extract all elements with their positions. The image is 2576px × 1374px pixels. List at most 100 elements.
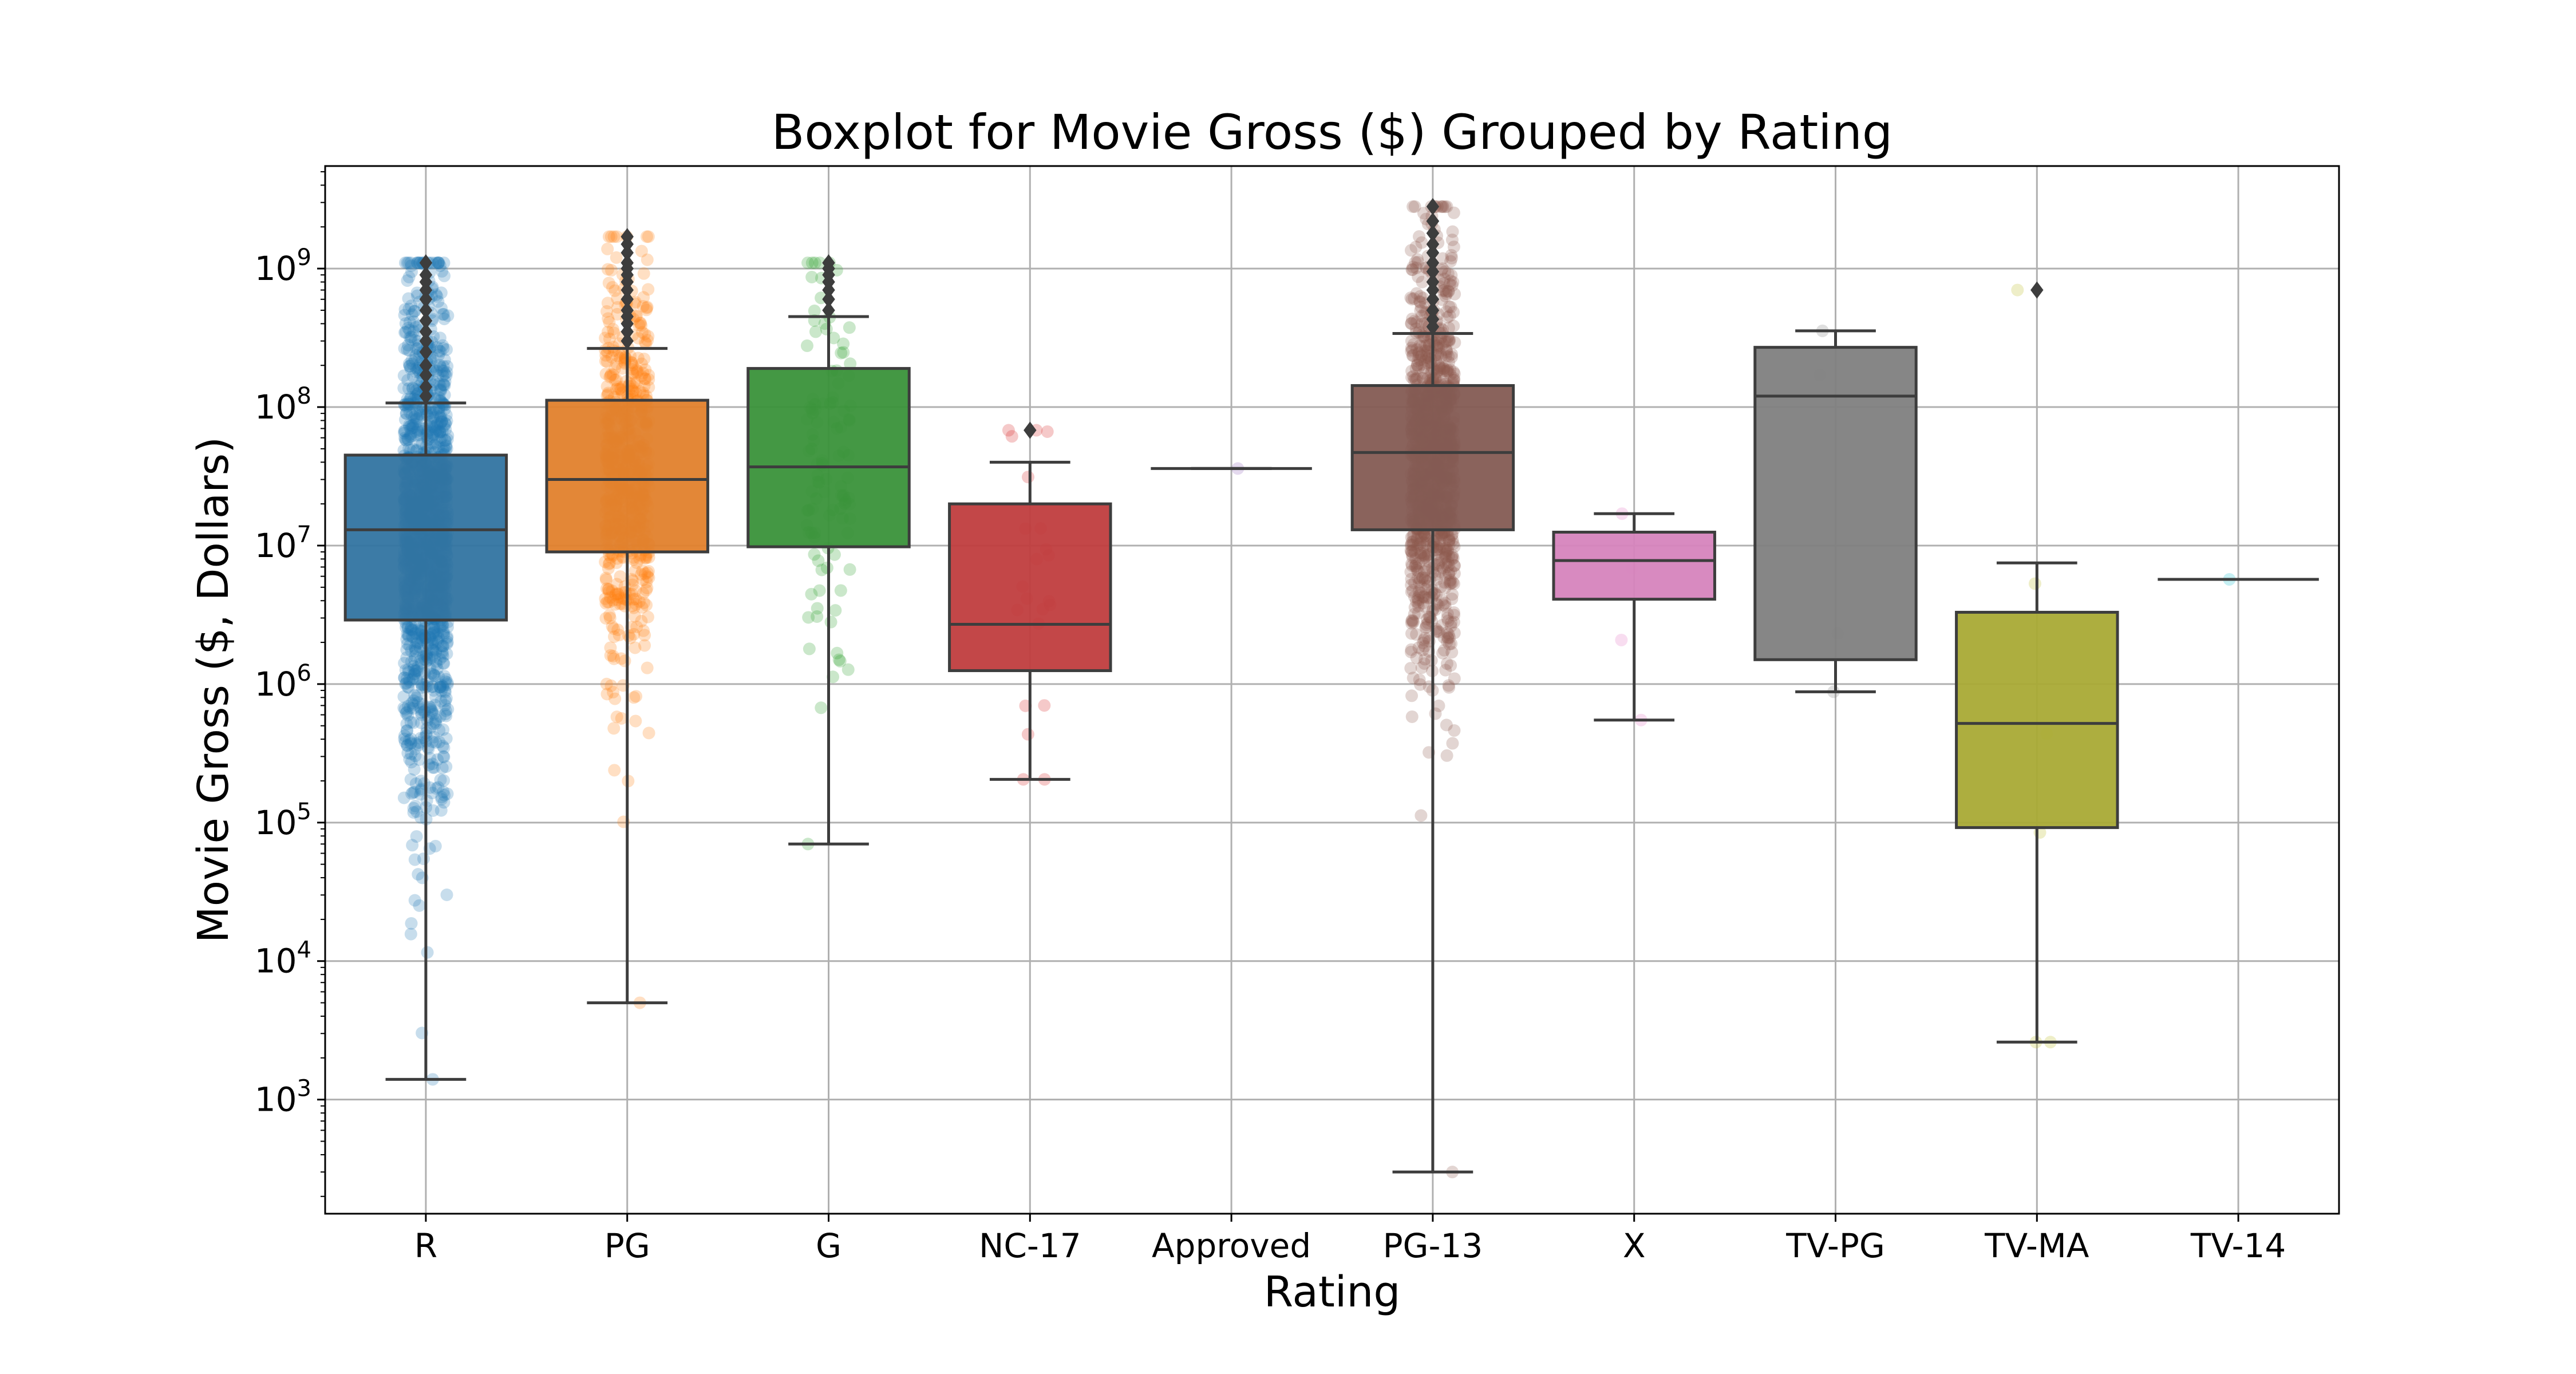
data-point xyxy=(410,637,423,650)
data-point xyxy=(398,256,412,270)
data-point xyxy=(2028,577,2041,590)
data-point xyxy=(1442,333,1455,346)
data-point xyxy=(438,788,451,802)
data-point xyxy=(401,256,414,270)
data-point xyxy=(432,670,445,684)
data-point xyxy=(1021,728,1034,741)
data-point xyxy=(417,731,430,744)
data-point xyxy=(1445,551,1459,564)
data-point xyxy=(638,335,651,349)
data-point xyxy=(607,230,621,243)
data-point xyxy=(1415,350,1428,363)
data-point xyxy=(434,773,447,787)
data-point xyxy=(1413,295,1426,308)
data-point xyxy=(1425,366,1438,379)
data-point xyxy=(1436,252,1449,265)
data-point xyxy=(1420,351,1433,364)
data-point xyxy=(1407,370,1420,383)
outlier-marker xyxy=(419,378,433,396)
data-point xyxy=(1445,616,1458,629)
data-point xyxy=(1445,529,1459,542)
data-point xyxy=(413,701,426,714)
data-point xyxy=(1415,546,1428,559)
data-point xyxy=(1414,678,1427,691)
data-point xyxy=(440,631,453,645)
data-point xyxy=(1432,538,1445,551)
y-tick-label: 105 xyxy=(255,799,311,842)
data-point xyxy=(1416,291,1429,305)
data-point xyxy=(430,662,444,676)
data-point xyxy=(633,595,646,608)
data-point xyxy=(402,681,415,694)
data-point xyxy=(1405,557,1418,570)
data-point xyxy=(630,620,643,633)
data-point xyxy=(438,708,452,721)
data-point xyxy=(1446,737,1459,750)
data-point xyxy=(439,675,452,688)
data-point xyxy=(1418,657,1431,670)
outlier-marker xyxy=(419,357,433,374)
data-point xyxy=(432,424,445,437)
data-point xyxy=(397,444,410,457)
data-point xyxy=(402,700,415,713)
data-point xyxy=(409,777,422,790)
data-point xyxy=(603,556,616,570)
data-point xyxy=(405,265,418,278)
data-point xyxy=(402,663,415,676)
data-point xyxy=(434,361,447,374)
data-point xyxy=(1439,350,1452,363)
data-point xyxy=(414,654,427,667)
data-point xyxy=(1442,568,1455,581)
box-elements xyxy=(343,198,2319,1174)
data-point xyxy=(437,256,451,270)
data-point xyxy=(405,756,418,769)
outlier-marker xyxy=(419,312,433,330)
y-tick-label: 108 xyxy=(255,383,311,427)
data-point xyxy=(1413,589,1426,602)
data-point xyxy=(1409,552,1422,566)
data-point xyxy=(604,551,617,564)
data-point xyxy=(399,317,412,330)
data-point xyxy=(413,641,426,654)
y-tick-label: 109 xyxy=(255,244,311,288)
data-point xyxy=(413,899,426,912)
data-point xyxy=(630,309,643,322)
outlier-marker xyxy=(419,387,433,405)
data-point xyxy=(614,384,627,397)
data-point xyxy=(439,417,452,431)
data-point xyxy=(641,301,654,314)
data-point xyxy=(1440,365,1453,378)
data-point xyxy=(1438,576,1451,589)
data-point xyxy=(1443,278,1456,291)
data-point xyxy=(438,434,452,447)
data-point xyxy=(609,374,622,387)
data-point xyxy=(418,777,431,790)
data-point xyxy=(433,653,447,666)
data-point xyxy=(1437,643,1451,657)
data-point xyxy=(1432,360,1445,373)
data-point xyxy=(437,441,451,454)
data-point xyxy=(438,313,451,326)
data-point xyxy=(1412,576,1425,589)
data-point xyxy=(1435,361,1448,374)
data-point xyxy=(404,927,417,941)
data-point xyxy=(604,641,617,654)
outlier-marker xyxy=(419,290,433,308)
data-point xyxy=(1444,363,1457,376)
data-point xyxy=(1420,563,1433,577)
data-point xyxy=(1404,244,1417,257)
data-point xyxy=(1443,534,1456,547)
data-point xyxy=(427,412,440,425)
data-point xyxy=(626,358,639,372)
outlier-marker xyxy=(822,281,835,299)
data-point xyxy=(601,242,614,255)
data-point xyxy=(603,315,616,329)
data-point xyxy=(626,366,639,380)
data-point xyxy=(424,721,437,735)
data-point xyxy=(438,379,451,392)
data-point xyxy=(424,406,437,420)
data-point xyxy=(397,369,410,382)
data-point xyxy=(604,649,617,662)
data-point xyxy=(413,428,426,441)
data-point xyxy=(1438,528,1451,542)
